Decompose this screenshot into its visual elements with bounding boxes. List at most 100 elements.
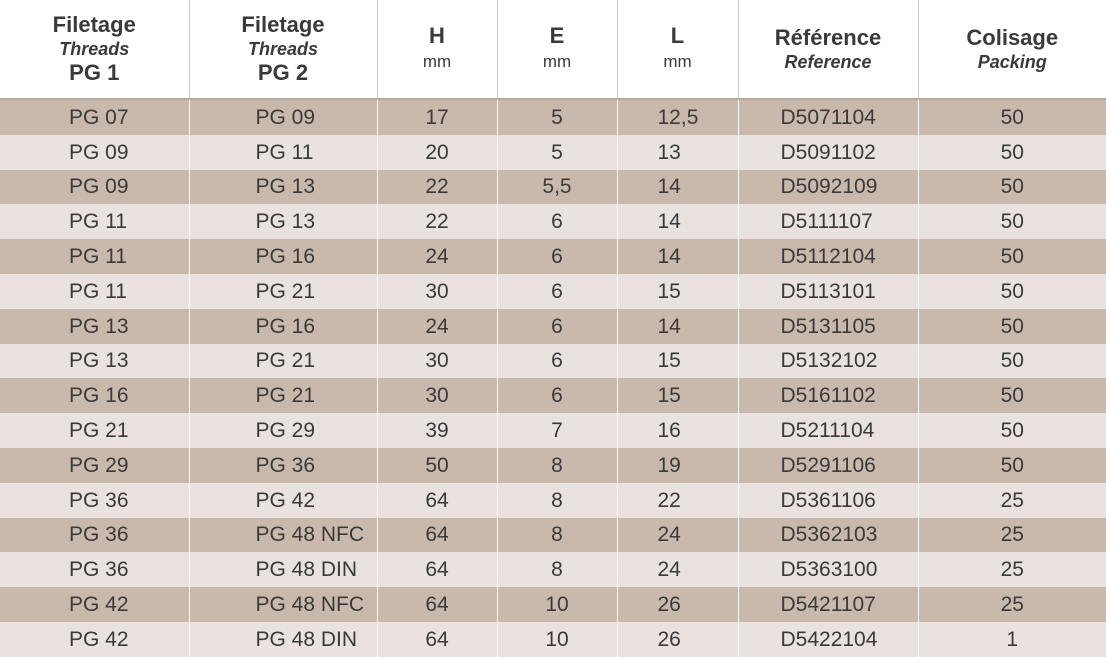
- header-row: Filetage Threads PG 1 Filetage Threads P…: [0, 0, 1106, 100]
- cell-h: 20: [377, 134, 498, 170]
- cell-h: 50: [377, 447, 498, 483]
- cell-thread-pg2: PG 48 NFC: [189, 587, 378, 622]
- table-row: PG 13 PG 16 24 6 14 D5131105 50: [0, 308, 1106, 344]
- header-sublabel: Threads: [247, 39, 319, 59]
- cell-thread-pg2: PG 21: [189, 378, 378, 414]
- table-row: PG 42 PG 48 NFC 64 10 26 D5421107 25: [0, 587, 1106, 622]
- cell-thread-pg1: PG 09: [0, 169, 190, 205]
- cell-reference: D5291106: [738, 447, 919, 483]
- cell-thread-pg2: PG 36: [189, 447, 378, 483]
- cell-e: 6: [497, 343, 618, 379]
- cell-packing: 50: [918, 378, 1106, 414]
- table-row: PG 11 PG 16 24 6 14 D5112104 50: [0, 239, 1106, 274]
- cell-packing: 1: [918, 621, 1106, 657]
- cell-thread-pg1: PG 07: [0, 99, 190, 135]
- cell-thread-pg1: PG 36: [0, 552, 190, 588]
- cell-l: 24: [617, 552, 739, 588]
- cell-e: 8: [497, 482, 618, 518]
- cell-packing: 25: [918, 587, 1106, 622]
- cell-thread-pg2: PG 13: [189, 204, 378, 240]
- cell-reference: D5211104: [738, 413, 919, 448]
- header-unit: mm: [422, 52, 452, 71]
- cell-packing: 50: [918, 308, 1106, 344]
- cell-packing: 25: [918, 517, 1106, 553]
- cell-thread-pg1: PG 42: [0, 621, 190, 657]
- header-extra: PG 1: [69, 60, 120, 85]
- cell-packing: 50: [918, 413, 1106, 448]
- header-l: L mm: [617, 0, 739, 100]
- cell-thread-pg1: PG 09: [0, 134, 190, 170]
- cell-h: 30: [377, 378, 498, 414]
- cell-l: 12,5: [617, 99, 739, 135]
- table-row: PG 07 PG 09 17 5 12,5 D5071104 50: [0, 99, 1106, 135]
- header-e: E mm: [497, 0, 618, 100]
- cell-l: 26: [617, 621, 739, 657]
- header-reference: Référence Reference: [738, 0, 919, 100]
- cell-l: 15: [617, 378, 739, 414]
- cell-reference: D5362103: [738, 517, 919, 553]
- cell-thread-pg2: PG 48 DIN: [189, 552, 378, 588]
- table-row: PG 36 PG 42 64 8 22 D5361106 25: [0, 482, 1106, 518]
- cell-thread-pg1: PG 42: [0, 587, 190, 622]
- cell-e: 8: [497, 517, 618, 553]
- cell-l: 16: [617, 413, 739, 448]
- header-label: H: [429, 23, 445, 48]
- cell-thread-pg1: PG 36: [0, 482, 190, 518]
- cell-h: 22: [377, 169, 498, 205]
- cell-e: 7: [497, 413, 618, 448]
- cell-packing: 50: [918, 447, 1106, 483]
- cell-l: 14: [617, 204, 739, 240]
- cell-thread-pg2: PG 16: [189, 308, 378, 344]
- header-unit: mm: [663, 52, 692, 71]
- table-row: PG 36 PG 48 DIN 64 8 24 D5363100 25: [0, 552, 1106, 588]
- cell-e: 8: [497, 552, 618, 588]
- header-sublabel: Reference: [784, 52, 872, 72]
- cell-thread-pg1: PG 13: [0, 308, 190, 344]
- header-thread-pg1: Filetage Threads PG 1: [0, 0, 190, 100]
- table-row: PG 11 PG 21 30 6 15 D5113101 50: [0, 273, 1106, 309]
- cell-h: 64: [377, 517, 498, 553]
- cell-packing: 50: [918, 343, 1106, 379]
- header-unit: mm: [542, 52, 572, 71]
- cell-l: 19: [617, 447, 739, 483]
- cell-e: 5: [497, 99, 618, 135]
- cell-e: 6: [497, 378, 618, 414]
- cell-e: 5,5: [497, 169, 618, 205]
- header-thread-pg2: Filetage Threads PG 2: [189, 0, 378, 100]
- cell-e: 6: [497, 204, 618, 240]
- header-label: E: [549, 23, 565, 48]
- header-packing: Colisage Packing: [918, 0, 1106, 100]
- cell-reference: D5161102: [738, 378, 919, 414]
- cell-packing: 50: [918, 169, 1106, 205]
- cell-thread-pg2: PG 21: [189, 273, 378, 309]
- cell-e: 10: [497, 621, 618, 657]
- cell-thread-pg1: PG 21: [0, 413, 190, 448]
- header-extra: PG 2: [257, 60, 309, 85]
- cell-packing: 50: [918, 134, 1106, 170]
- cell-reference: D5421107: [738, 587, 919, 622]
- cell-thread-pg1: PG 11: [0, 239, 190, 274]
- cell-reference: D5111107: [738, 204, 919, 240]
- cell-thread-pg2: PG 48 DIN: [189, 621, 378, 657]
- cell-h: 64: [377, 552, 498, 588]
- cell-l: 15: [617, 343, 739, 379]
- cell-packing: 50: [918, 239, 1106, 274]
- cell-reference: D5113101: [738, 273, 919, 309]
- header-label: Filetage: [241, 12, 325, 37]
- table-row: PG 13 PG 21 30 6 15 D5132102 50: [0, 343, 1106, 379]
- cell-l: 22: [617, 482, 739, 518]
- header-label: Colisage: [966, 25, 1059, 50]
- cell-reference: D5112104: [738, 239, 919, 274]
- cell-reference: D5422104: [738, 621, 919, 657]
- cell-h: 64: [377, 621, 498, 657]
- cell-e: 6: [497, 273, 618, 309]
- table-row: PG 09 PG 11 20 5 13 D5091102 50: [0, 134, 1106, 170]
- header-sublabel: Packing: [977, 52, 1047, 72]
- table-row: PG 29 PG 36 50 8 19 D5291106 50: [0, 447, 1106, 483]
- cell-packing: 25: [918, 482, 1106, 518]
- cell-reference: D5131105: [738, 308, 919, 344]
- cell-thread-pg2: PG 16: [189, 239, 378, 274]
- table-row: PG 42 PG 48 DIN 64 10 26 D5422104 1: [0, 621, 1106, 657]
- header-label: Référence: [774, 25, 882, 50]
- cell-h: 24: [377, 308, 498, 344]
